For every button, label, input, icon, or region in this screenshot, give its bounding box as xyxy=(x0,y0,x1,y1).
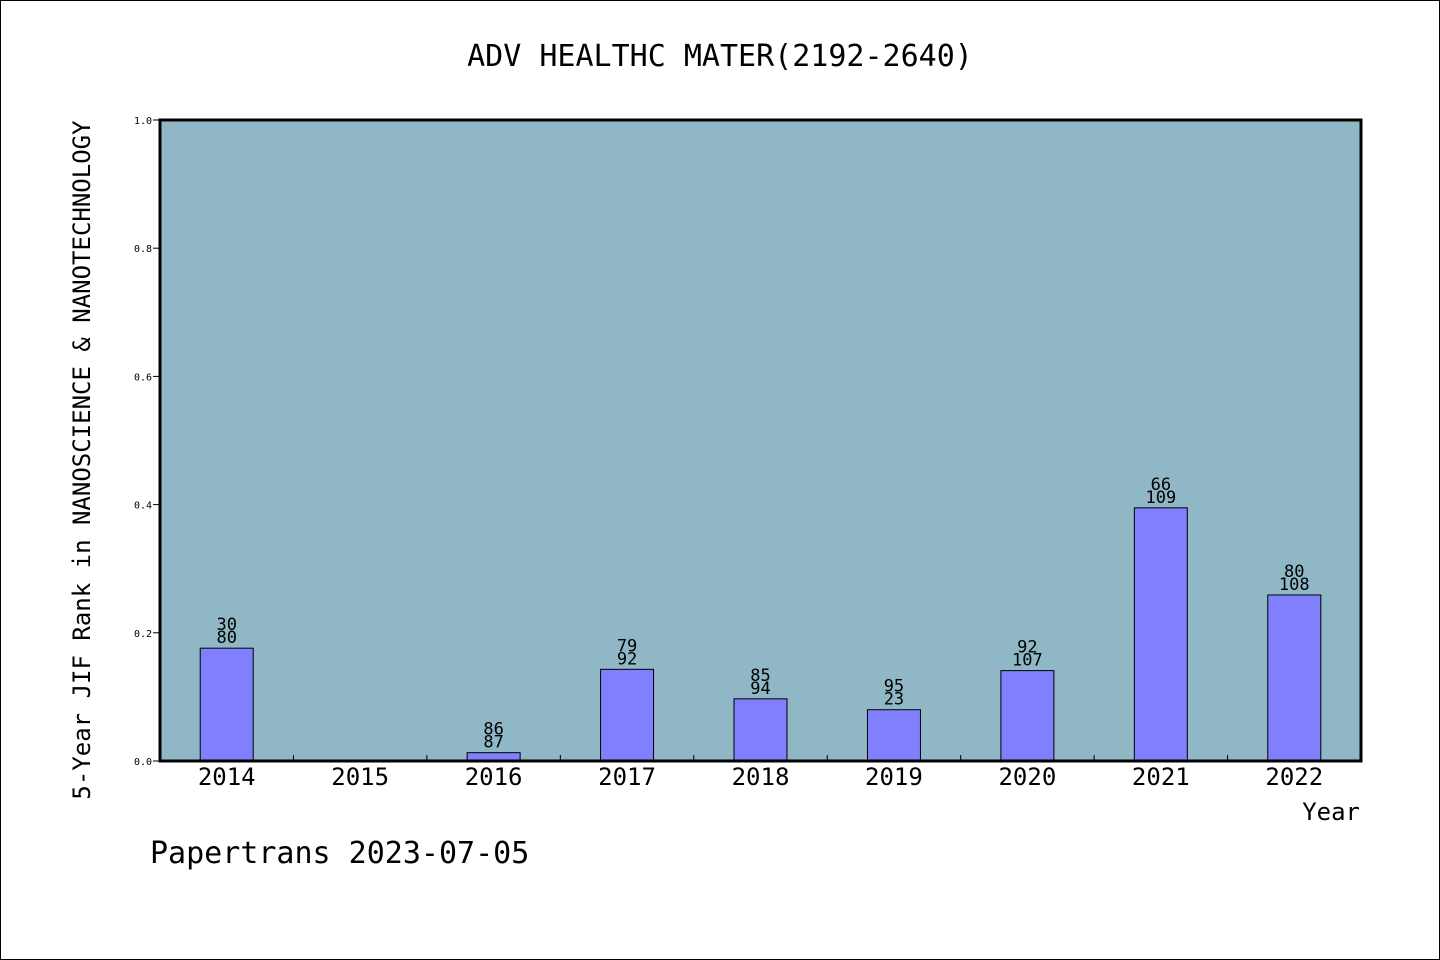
data-label-top: 80 xyxy=(1284,562,1304,582)
x-tick-label: 2019 xyxy=(865,763,923,791)
x-axis-ticks: 2014 2015 2016 2017 2018 2019 2020 2021 2022 xyxy=(198,755,1323,791)
x-tick-label: 2016 xyxy=(465,763,523,791)
x-tick-label: 2018 xyxy=(732,763,790,791)
bars xyxy=(199,507,1322,762)
bar-2017 xyxy=(600,668,655,762)
bar-2022 xyxy=(1267,594,1322,762)
bar-2018 xyxy=(733,698,788,762)
y-axis-ticks: 0.0 0.2 0.4 0.6 0.8 1.0 xyxy=(134,116,160,768)
data-label-bottom: 87 xyxy=(483,733,503,753)
data-label-bottom: 108 xyxy=(1279,575,1310,595)
data-label-top: 66 xyxy=(1151,475,1171,495)
data-label-bottom: 109 xyxy=(1145,488,1176,508)
data-label-bottom: 92 xyxy=(617,649,637,669)
y-tick-label: 0.0 xyxy=(134,757,152,768)
x-axis-label: Year xyxy=(1302,798,1360,826)
data-label-top: 92 xyxy=(1017,638,1037,658)
bar-2019 xyxy=(866,709,921,762)
y-axis-label: 5-Year JIF Rank in NANOSCIENCE & NANOTEC… xyxy=(68,120,96,800)
footer-credit: Papertrans 2023-07-05 xyxy=(150,836,529,871)
bar-2014 xyxy=(199,647,254,762)
y-tick-label: 0.4 xyxy=(134,501,152,512)
chart-title: ADV HEALTHC MATER(2192-2640) xyxy=(467,39,973,74)
y-tick-label: 0.6 xyxy=(134,372,152,383)
data-label-bottom: 107 xyxy=(1012,651,1043,671)
data-label-top: 86 xyxy=(483,720,503,740)
plot-border xyxy=(158,118,1363,763)
x-tick-label: 2021 xyxy=(1132,763,1190,791)
bar-2020 xyxy=(1000,670,1055,762)
data-label-top: 30 xyxy=(216,615,236,635)
data-label-top: 85 xyxy=(750,666,770,686)
y-tick-label: 0.8 xyxy=(134,244,152,255)
data-label-bottom: 23 xyxy=(884,690,904,710)
y-tick-label: 1.0 xyxy=(134,116,152,127)
bar-2021 xyxy=(1133,507,1188,762)
x-tick-label: 2022 xyxy=(1265,763,1323,791)
data-label-top: 95 xyxy=(884,677,904,697)
x-tick-label: 2020 xyxy=(998,763,1056,791)
x-tick-label: 2014 xyxy=(198,763,256,791)
x-tick-label: 2015 xyxy=(331,763,389,791)
data-label-bottom: 94 xyxy=(750,679,770,699)
x-tick-label: 2017 xyxy=(598,763,656,791)
data-label-top: 79 xyxy=(617,636,637,656)
data-label-bottom: 80 xyxy=(216,628,236,648)
y-tick-label: 0.2 xyxy=(134,629,152,640)
